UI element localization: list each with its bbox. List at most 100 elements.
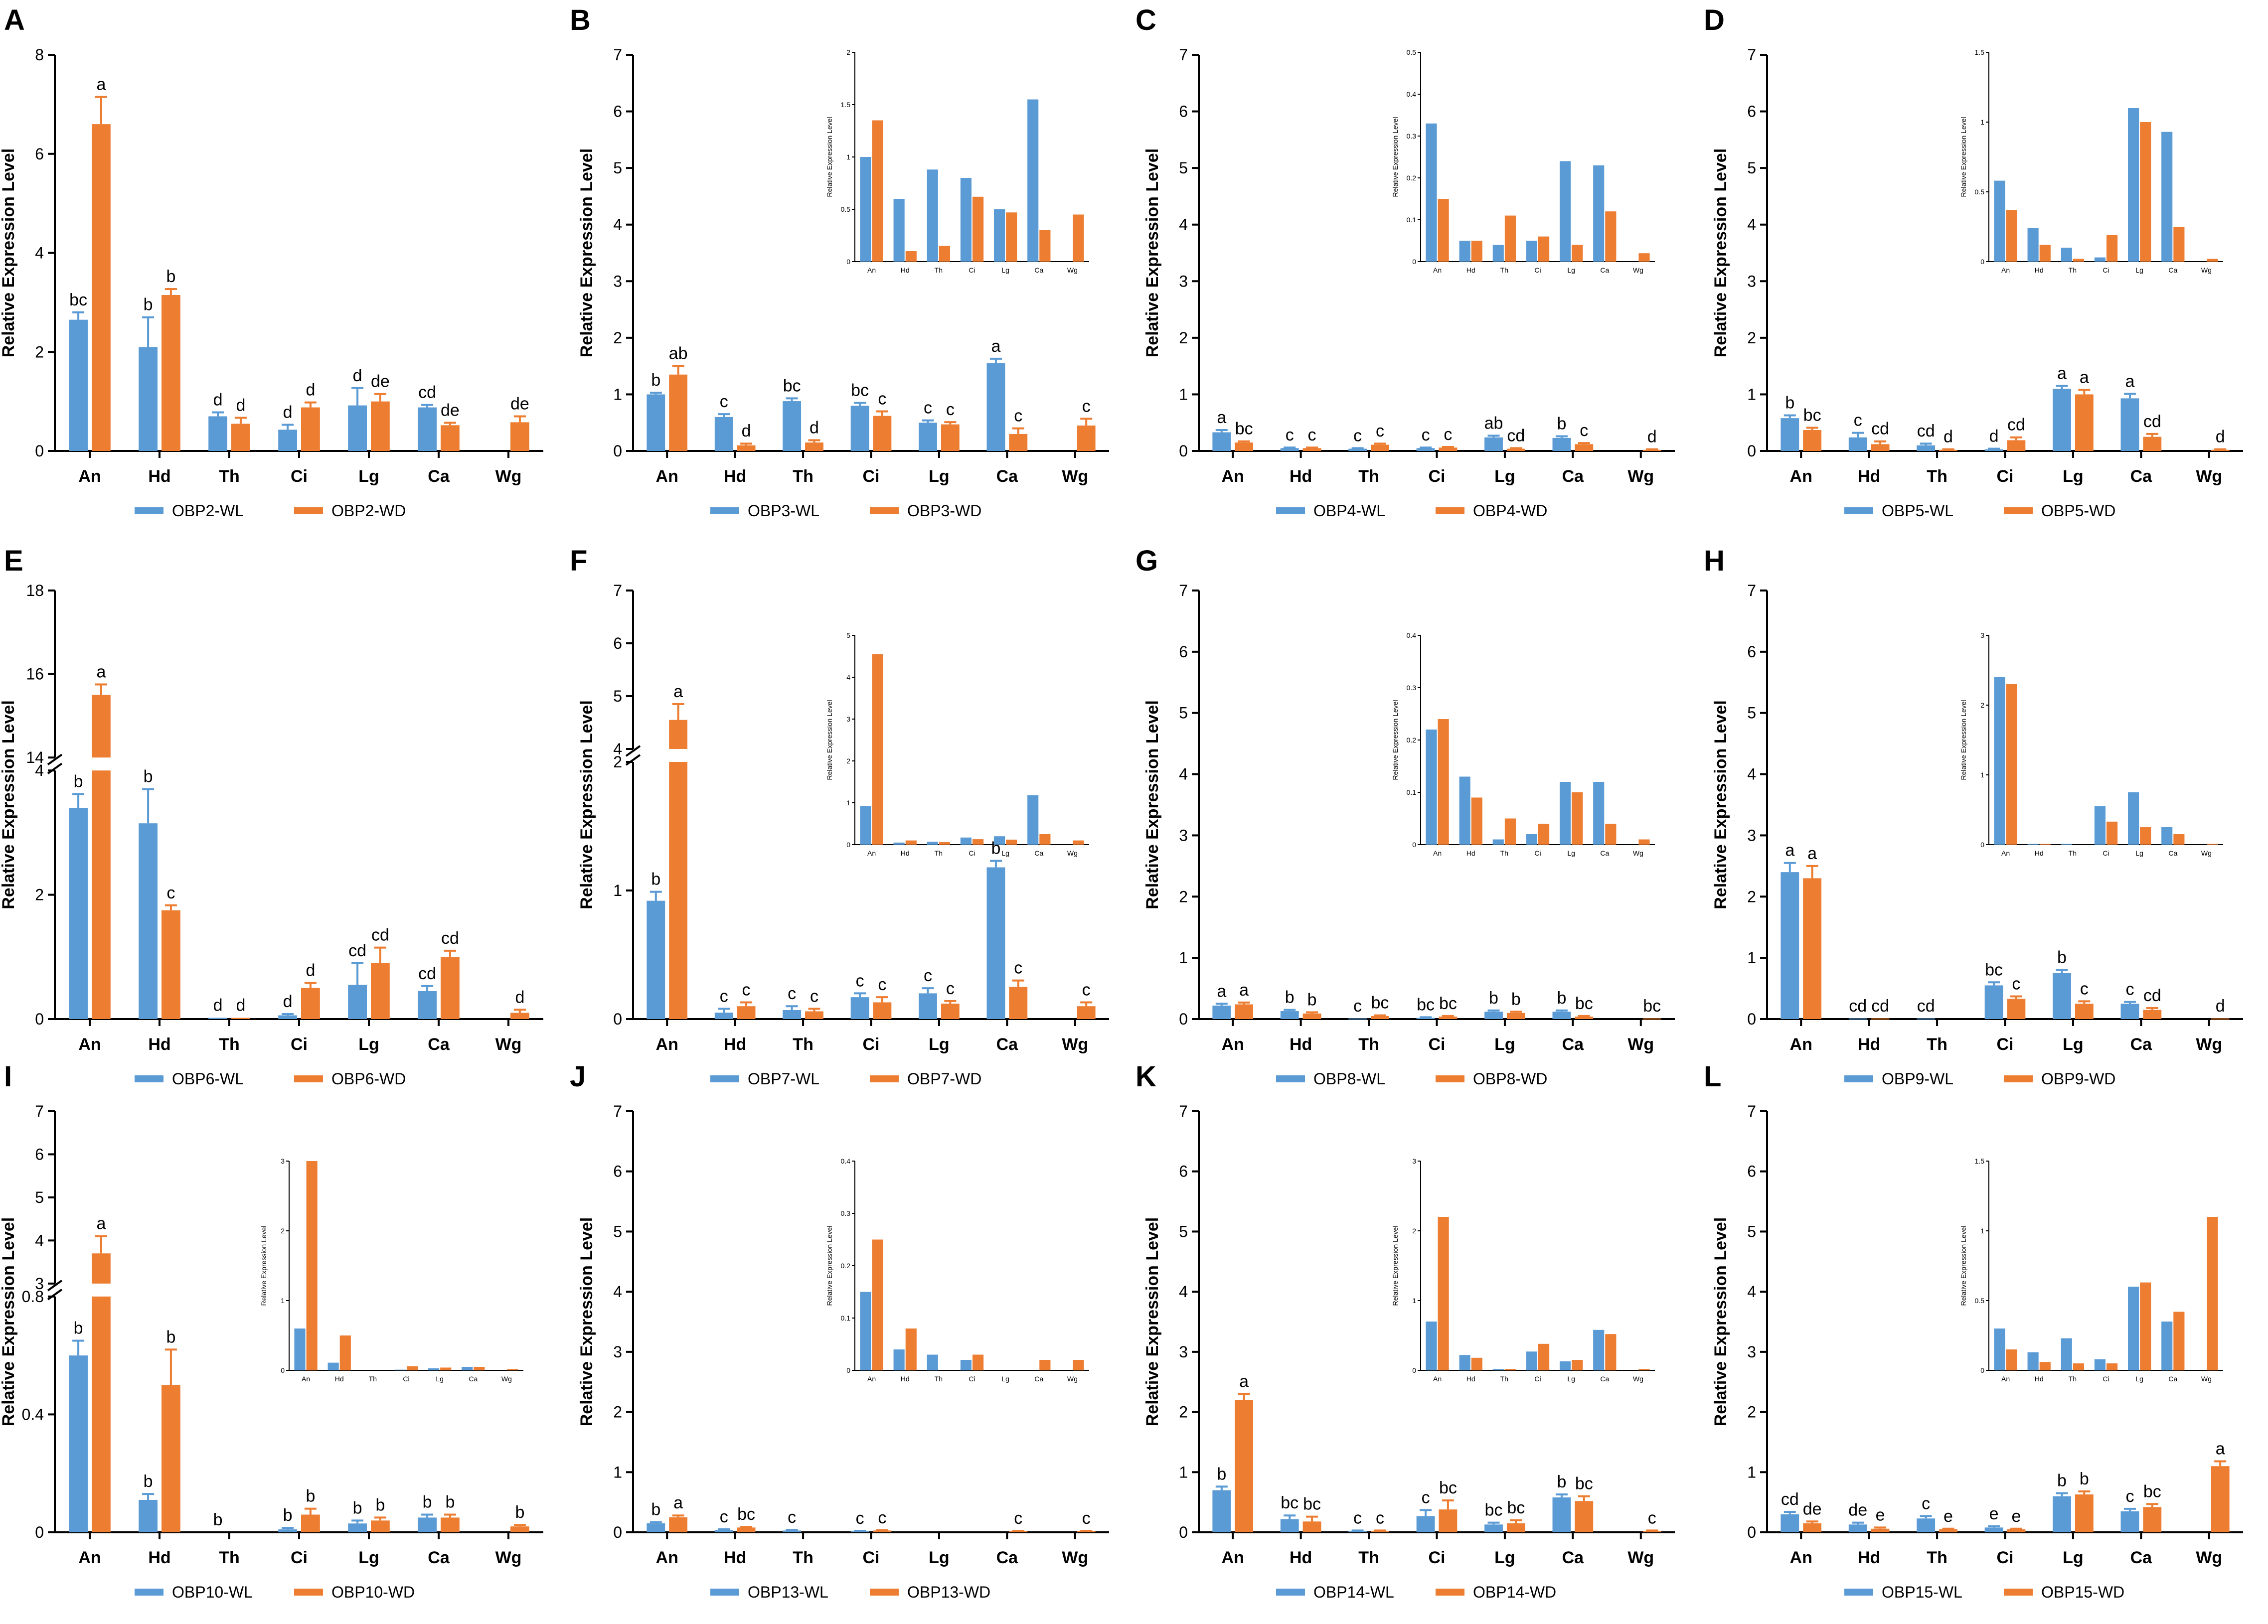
x-tick-label: An [656,1548,678,1567]
y-tick-label: 2 [35,886,44,904]
x-tick-label: Ci [863,467,880,486]
significance-letter: e [1944,1507,1953,1526]
inset-bar-wd [972,1354,984,1370]
y-tick-label: 5 [1179,704,1188,722]
significance-letter: cd [1871,997,1889,1016]
y-axis-label: Relative Expression Level [1143,1217,1162,1427]
bar-OBP7-WL [919,993,937,1019]
inset-y-tick-label: 1 [846,799,850,807]
inset-y-tick-label: 0.1 [841,1314,851,1322]
inset-x-tick-label: Ca [2168,266,2177,274]
inset-x-tick-label: Hd [335,1375,344,1383]
inset-x-tick-label: Ci [969,1375,975,1383]
inset-x-tick-label: Ci [1534,266,1541,274]
significance-letter: de [1848,1501,1867,1520]
inset-bar-wl [1526,834,1537,845]
inset-x-tick-label: Th [369,1375,377,1383]
significance-letter: a [2125,372,2134,391]
significance-letter: cd [2143,986,2161,1005]
bar-OBP3-WL [714,417,733,451]
y-tick-label: 4 [1179,1283,1188,1301]
y-tick-label: 3 [1747,1343,1756,1361]
y-tick-label: 1 [1747,1463,1756,1481]
significance-letter: bc [1281,1493,1298,1512]
inset-y-label: Relative Expression Level [825,1225,833,1306]
inset-chart: 0 0.1 0.2 0.3 0.4 Relative Expression Level An… [1391,631,1655,857]
bar-OBP7-WL [783,1010,802,1019]
inset-x-tick-label: Ca [2168,849,2177,857]
x-tick-label: Ca [428,1548,450,1567]
y-tick-label: 0 [613,442,622,460]
y-tick-label: 7 [1179,46,1188,64]
inset-bar-wd [1538,1343,1550,1370]
legend-swatch-wl [710,507,739,514]
bar-OBP6-WD [441,957,460,1019]
x-tick-label: Lg [2063,1548,2084,1567]
inset-y-tick-label: 0 [281,1366,285,1374]
y-axis-label: Relative Expression Level [0,148,18,358]
significance-letter: a [1217,982,1226,1001]
significance-letter: c [2012,975,2020,994]
inset-x-tick-label: An [1433,266,1442,274]
y-tick-label: 0 [1179,442,1188,460]
significance-letter: a [96,663,106,682]
bar-OBP6-WD [510,1013,529,1019]
significance-letter: c [1014,407,1022,426]
inset-bar-wl [927,1354,938,1370]
inset-y-tick-label: 5 [846,631,850,639]
significance-letter: bc [783,376,801,395]
significance-letter: c [810,987,818,1006]
inset-bar-wd [1638,253,1650,262]
inset-y-tick-label: 0.5 [841,205,851,213]
significance-letter: a [1239,981,1249,1000]
inset-bar-wd [1471,1357,1482,1370]
inset-bar-wd [440,1367,452,1370]
inset-y-tick-label: 0.3 [1407,684,1417,692]
significance-letter: d [2216,997,2225,1016]
inset-bar-wd [972,839,984,845]
bar-OBP8-WD [1371,1016,1389,1019]
y-tick-label: 6 [613,103,622,121]
bar-OBP13-WL [714,1530,733,1532]
inset-bar-wl [1593,165,1605,262]
x-tick-label: Th [219,1035,240,1054]
y-tick-label: 6 [613,634,622,652]
significance-letter: d [1647,428,1657,446]
bar-OBP7-WL [714,1013,733,1019]
significance-letter: c [878,975,886,994]
inset-bar-wl [2061,844,2072,845]
x-tick-label: Ca [428,1035,450,1054]
panel-H: H Relative Expression Level 0 1 2 3 4 5 6 7 An a a Hd… [1704,545,2243,1088]
legend-swatch-wl [1276,1075,1305,1082]
bar-OBP4-WL [1280,448,1299,451]
inset-x-tick-label: Ci [2103,1375,2109,1383]
inset-bar-wd [1438,199,1449,262]
inset-bar-wd [2006,1349,2017,1370]
panel-B: B Relative Expression Level 0 1 2 3 4 5 6 7 An bab H… [570,4,1109,520]
inset-y-tick-label: 0 [1412,1366,1416,1374]
y-tick-label: 7 [613,46,622,64]
y-tick-label: 3 [1747,272,1756,290]
significance-letter: de [371,372,390,391]
legend-swatch-wd [1436,1589,1464,1596]
significance-letter: b [74,772,83,791]
significance-letter: c [856,971,864,990]
significance-letter: d [283,992,293,1011]
significance-letter: b [74,1319,83,1338]
significance-letter: cd [1849,997,1867,1016]
legend-swatch-wd [870,1075,899,1082]
bar-OBP15-WD [2075,1494,2094,1532]
y-axis-label: Relative Expression Level [0,700,18,909]
y-tick-label: 4 [1747,1283,1756,1301]
legend-label-wd: OBP6-WD [331,1070,406,1088]
significance-letter: c [1922,1494,1930,1513]
inset-x-tick-label: Lg [2135,266,2143,274]
significance-letter: b [1557,989,1566,1008]
significance-letter: a [1807,844,1817,863]
inset-x-tick-label: Th [2069,849,2077,857]
y-tick-label: 2 [1179,329,1188,347]
inset-x-tick-label: Th [1500,1375,1508,1383]
inset-bar-wd [1638,839,1650,845]
inset-bar-wl [960,178,972,262]
